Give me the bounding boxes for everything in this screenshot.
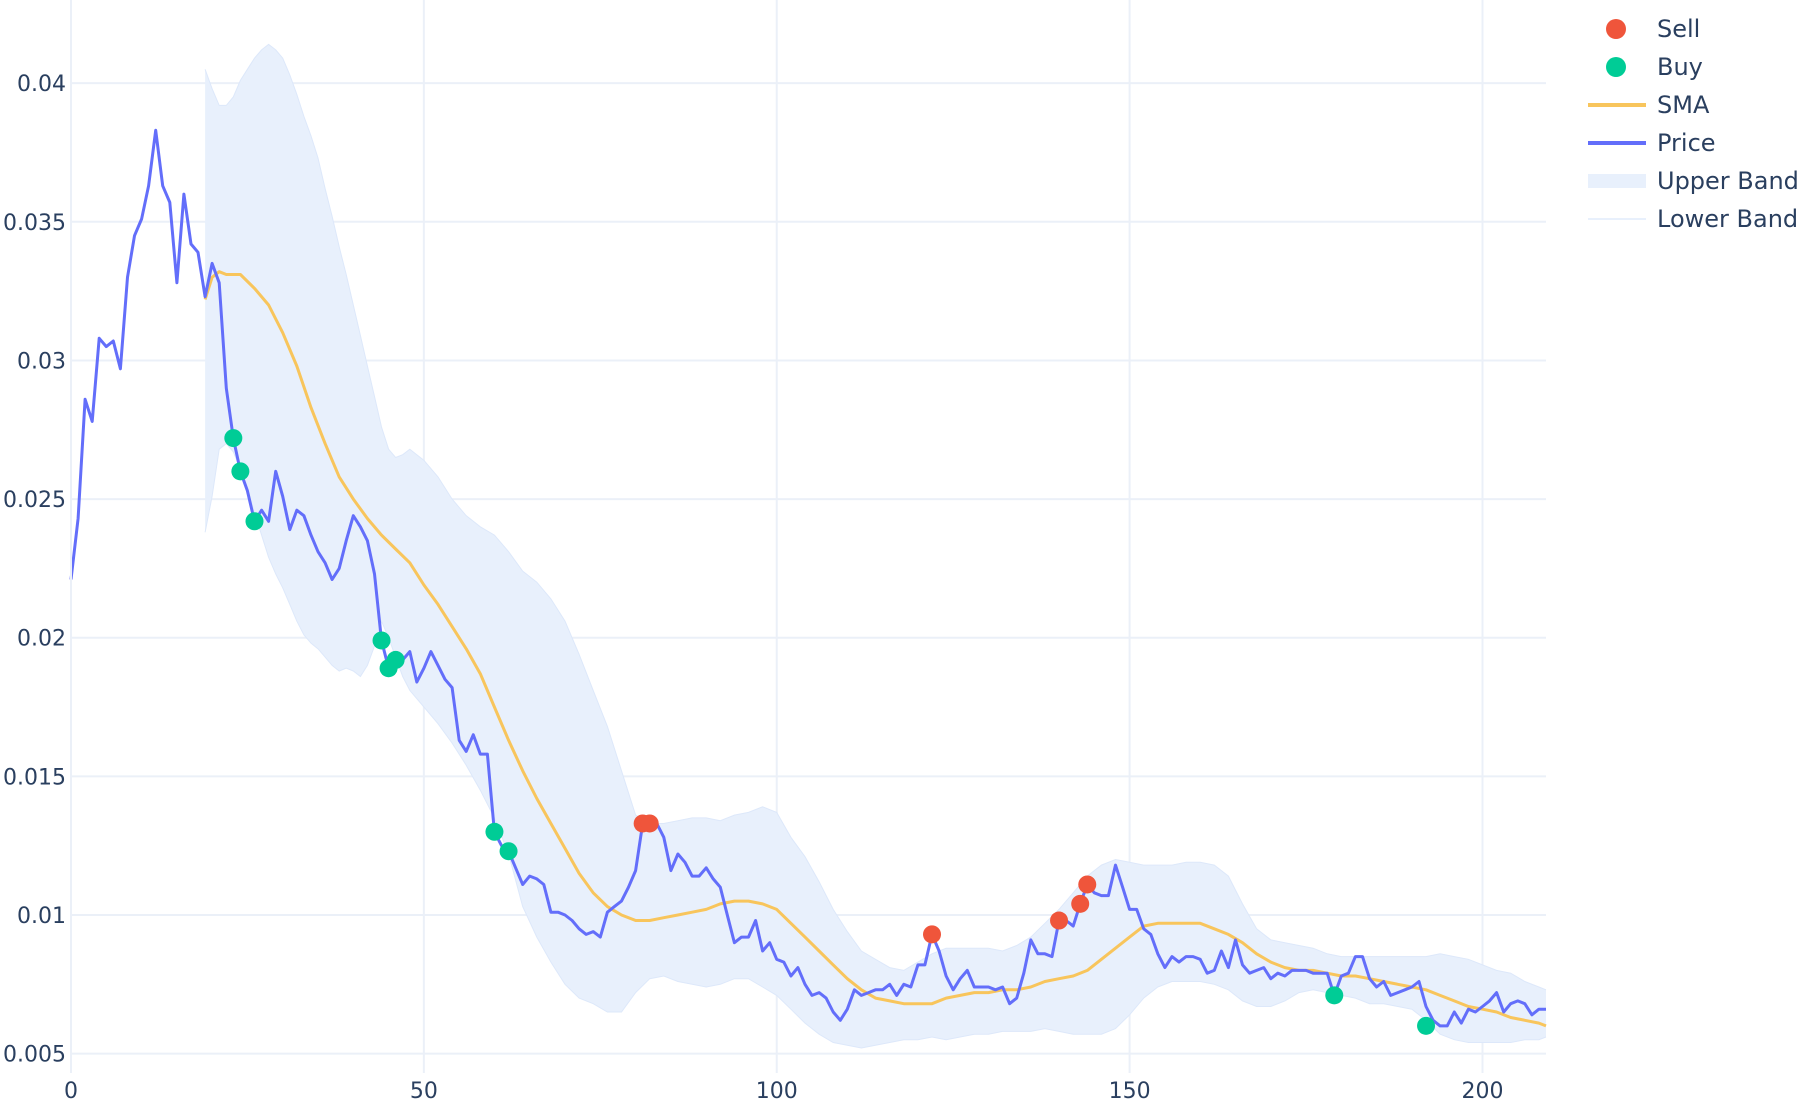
legend-swatch-band	[1588, 174, 1646, 188]
buy-marker	[1417, 1016, 1436, 1035]
legend-item-upper-band[interactable]: Upper Band	[1588, 167, 1799, 195]
legend-item-sma[interactable]: SMA	[1588, 91, 1710, 119]
sell-marker	[1078, 875, 1097, 894]
buy-marker	[485, 822, 504, 841]
x-tick-label: 50	[410, 1079, 438, 1100]
sell-marker	[640, 814, 659, 833]
legend-label: Upper Band	[1657, 167, 1799, 195]
y-tick-label: 0.005	[3, 1043, 66, 1068]
x-tick-label: 200	[1461, 1079, 1503, 1100]
x-tick-label: 150	[1109, 1079, 1151, 1100]
sell-marker	[923, 925, 942, 944]
legend-swatch-marker	[1606, 19, 1626, 39]
legend[interactable]: Sell Buy SMA Price Upper Band Lower Band	[1588, 15, 1799, 233]
y-tick-label: 0.025	[3, 488, 66, 513]
y-tick-label: 0.01	[17, 904, 66, 929]
buy-marker	[372, 631, 391, 650]
buy-marker	[386, 650, 405, 669]
x-tick-label: 0	[64, 1079, 78, 1100]
legend-label: SMA	[1657, 91, 1710, 119]
x-tick-label: 100	[756, 1079, 798, 1100]
upper-band-line	[204, 43, 1547, 991]
legend-item-buy[interactable]: Buy	[1606, 53, 1703, 81]
legend-item-lower-band[interactable]: Lower Band	[1588, 205, 1798, 233]
legend-label: Sell	[1657, 15, 1700, 43]
legend-swatch-marker	[1606, 57, 1626, 77]
buy-marker	[224, 429, 243, 448]
price-line	[69, 128, 1546, 1028]
y-tick-label: 0.02	[17, 627, 66, 652]
legend-label: Buy	[1657, 53, 1703, 81]
band-layer	[204, 43, 1547, 1049]
y-tick-label: 0.04	[17, 72, 66, 97]
y-tick-label: 0.03	[17, 349, 66, 374]
marker-layer	[224, 429, 1436, 1035]
legend-item-price[interactable]: Price	[1588, 129, 1716, 157]
y-tick-label: 0.035	[3, 211, 66, 236]
legend-item-sell[interactable]: Sell	[1606, 15, 1700, 43]
sell-marker	[1050, 911, 1069, 930]
legend-label: Lower Band	[1657, 205, 1798, 233]
buy-marker	[231, 462, 250, 481]
line-layer	[69, 128, 1547, 1028]
y-tick-label: 0.015	[3, 765, 66, 790]
bollinger-band-area	[205, 44, 1547, 1048]
sell-marker	[1071, 894, 1090, 913]
buy-marker	[245, 512, 264, 531]
buy-marker	[1325, 986, 1344, 1005]
axis-labels: 0 50 100 150 200 0.005 0.01 0.015 0.02 0.025 0.03 0…	[3, 0, 1503, 1100]
lower-band-line	[204, 442, 1547, 1049]
legend-label: Price	[1657, 129, 1716, 157]
buy-marker	[499, 842, 518, 861]
